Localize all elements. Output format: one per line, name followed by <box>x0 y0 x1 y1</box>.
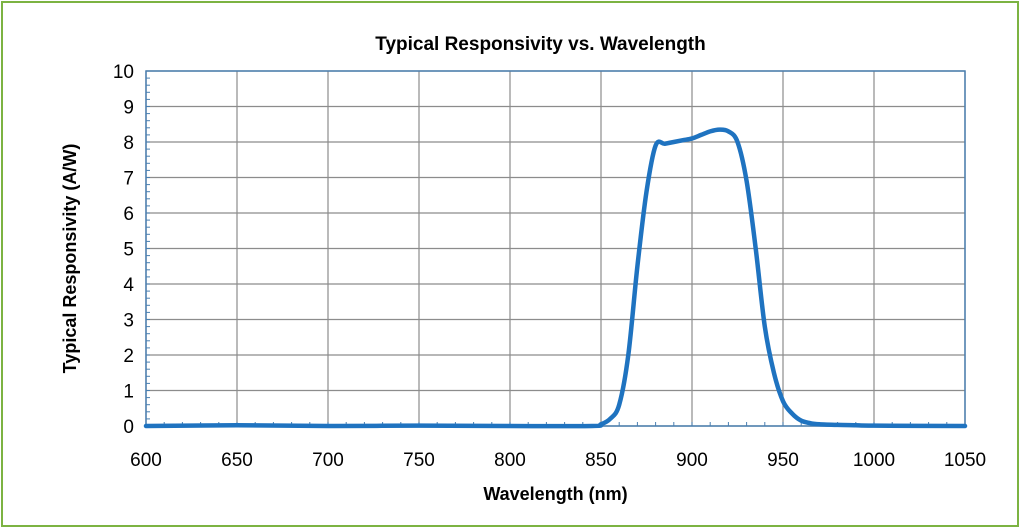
data-point <box>608 417 612 421</box>
y-tick-label: 1 <box>123 382 134 403</box>
data-point <box>708 129 712 133</box>
y-tick-label: 6 <box>123 204 134 225</box>
data-point <box>763 325 767 329</box>
data-point <box>144 424 148 428</box>
data-point <box>699 133 703 137</box>
x-tick-label: 900 <box>676 450 708 471</box>
y-tick-label: 2 <box>123 346 134 367</box>
data-point <box>235 423 239 427</box>
x-tick-label: 650 <box>221 450 253 471</box>
data-point <box>617 403 621 407</box>
data-point <box>781 399 785 403</box>
y-tick-label: 5 <box>123 240 134 261</box>
x-tick-label: 800 <box>494 450 526 471</box>
data-point <box>654 144 658 148</box>
y-axis-title: Typical Responsivity (A/W) <box>60 144 80 374</box>
data-point <box>745 179 749 183</box>
data-points <box>144 128 967 428</box>
y-tick-label: 8 <box>123 133 134 154</box>
x-tick-label: 850 <box>585 450 617 471</box>
x-axis-tick-labels: 600 650 700 750 800 850 900 950 1000 1050 <box>130 450 986 471</box>
y-tick-label: 9 <box>123 98 134 119</box>
data-point <box>836 423 840 427</box>
data-point <box>681 138 685 142</box>
grid <box>145 70 966 427</box>
data-point <box>672 140 676 144</box>
y-tick-label: 7 <box>123 169 134 190</box>
x-tick-label: 750 <box>403 450 435 471</box>
data-point <box>635 264 639 268</box>
data-point <box>626 353 630 357</box>
data-point <box>726 129 730 133</box>
data-point <box>808 421 812 425</box>
data-point <box>736 140 740 144</box>
data-point <box>854 423 858 427</box>
data-point <box>772 371 776 375</box>
data-point <box>817 422 821 426</box>
data-point <box>872 424 876 428</box>
data-point <box>508 424 512 428</box>
responsivity-curve <box>143 127 968 429</box>
x-tick-label: 1000 <box>853 450 895 471</box>
data-point <box>799 419 803 423</box>
y-tick-label: 0 <box>123 417 134 438</box>
data-point <box>645 190 649 194</box>
x-tick-label: 1050 <box>944 450 986 471</box>
y-axis-tick-labels: 0 1 2 3 4 5 6 7 8 9 10 <box>113 62 135 438</box>
x-axis-title: Wavelength (nm) <box>483 484 627 504</box>
data-point <box>790 412 794 416</box>
data-point <box>963 424 967 428</box>
data-point <box>590 424 594 428</box>
data-point <box>663 142 667 146</box>
y-tick-label: 3 <box>123 311 134 332</box>
data-point <box>417 424 421 428</box>
x-tick-label: 700 <box>312 450 344 471</box>
y-tick-label: 4 <box>123 275 134 296</box>
data-point <box>599 422 603 426</box>
data-point <box>326 424 330 428</box>
data-point <box>690 136 694 140</box>
x-tick-label: 950 <box>767 450 799 471</box>
chart-title: Typical Responsivity vs. Wavelength <box>375 34 706 55</box>
data-point <box>754 247 758 251</box>
data-point <box>717 128 721 132</box>
y-tick-label: 10 <box>113 62 134 83</box>
x-tick-label: 600 <box>130 450 162 471</box>
